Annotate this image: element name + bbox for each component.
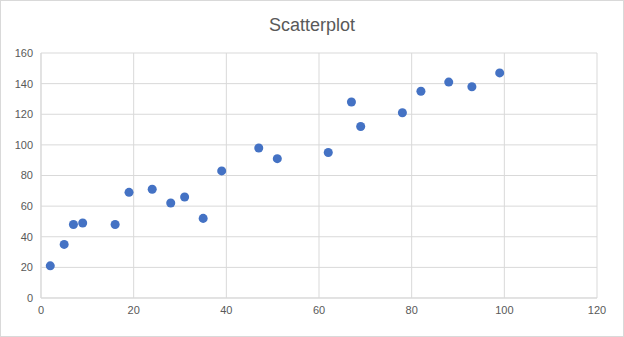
svg-text:160: 160 (15, 47, 33, 59)
svg-text:100: 100 (15, 139, 33, 151)
html-text:Scatterplot: Scatterplot (269, 15, 355, 35)
svg-text:0: 0 (38, 304, 44, 316)
svg-text:140: 140 (15, 78, 33, 90)
svg-text:40: 40 (220, 304, 232, 316)
svg-text:20: 20 (128, 304, 140, 316)
svg-text:100: 100 (495, 304, 513, 316)
svg-text:80: 80 (21, 169, 33, 181)
svg-text:120: 120 (588, 304, 606, 316)
svg-text:0: 0 (27, 292, 33, 304)
svg-text:60: 60 (313, 304, 325, 316)
svg-text:120: 120 (15, 108, 33, 120)
svg-text:60: 60 (21, 200, 33, 212)
svg-text:80: 80 (406, 304, 418, 316)
svg-text:40: 40 (21, 231, 33, 243)
svg-text:20: 20 (21, 261, 33, 273)
